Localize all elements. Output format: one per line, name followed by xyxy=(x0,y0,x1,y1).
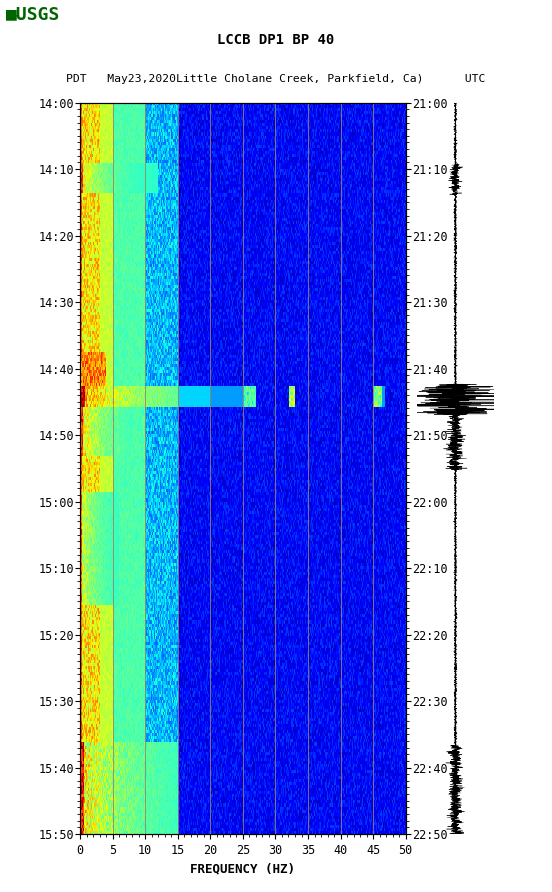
Text: LCCB DP1 BP 40: LCCB DP1 BP 40 xyxy=(217,33,335,46)
Text: PDT   May23,2020Little Cholane Creek, Parkfield, Ca)      UTC: PDT May23,2020Little Cholane Creek, Park… xyxy=(66,74,486,84)
X-axis label: FREQUENCY (HZ): FREQUENCY (HZ) xyxy=(190,863,295,875)
Text: ■USGS: ■USGS xyxy=(6,5,60,23)
